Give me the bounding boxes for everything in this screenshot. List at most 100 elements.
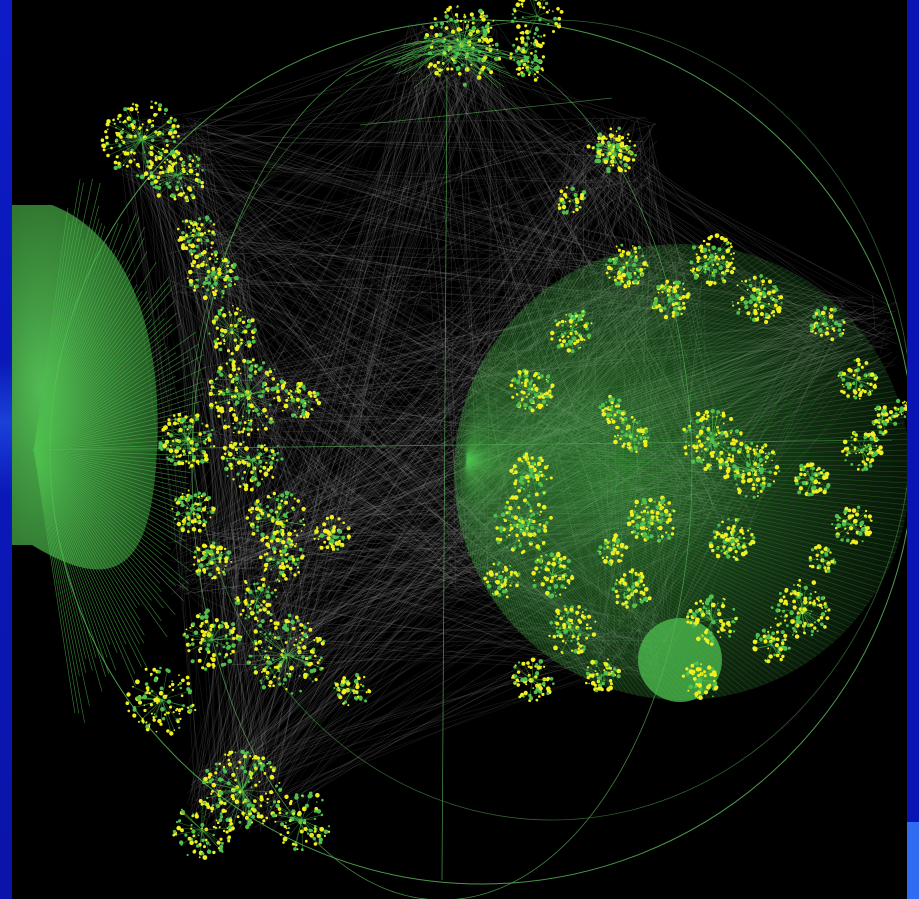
graph-node [256,513,260,518]
graph-edge [179,137,244,391]
graph-node [193,563,196,566]
graph-node [299,819,302,822]
graph-node [275,458,279,462]
graph-node [204,442,207,445]
graph-node [315,398,319,402]
visualization-canvas[interactable] [12,0,907,899]
graph-node [248,343,252,347]
graph-node [228,283,232,287]
graph-node [162,443,168,449]
graph-node [228,750,233,755]
graph-node [191,703,195,707]
graph-node [229,313,233,317]
graph-node [434,23,439,27]
graph-node [309,661,313,666]
graph-node [180,694,184,697]
graph-node [231,649,235,654]
graph-edge [246,162,655,526]
graph-node [565,186,569,189]
graph-node [247,606,250,608]
graph-node [190,823,193,827]
graph-node [196,225,198,228]
graph-node [628,285,631,288]
graph-node [266,656,270,660]
graph-node [194,708,197,712]
graph-node [210,389,213,392]
graph-node [200,223,204,227]
graph-edge [266,376,277,494]
graph-node [578,206,581,209]
graph-node [198,267,201,269]
graph-node [536,1,542,6]
graph-node [237,367,241,371]
graph-node [285,564,290,568]
hyperbolic-graph-view[interactable] [12,0,907,899]
graph-node [213,297,216,300]
graph-node [212,664,216,668]
graph-node [631,158,636,162]
graph-edge [225,518,316,766]
graph-node [561,200,566,205]
graph-node [284,577,288,581]
graph-node [250,511,253,514]
graph-node [248,521,251,524]
graph-node [293,573,297,577]
graph-edge [214,68,471,269]
graph-node [488,38,491,41]
graph-node [207,512,209,514]
graph-node [138,165,141,168]
graph-node [265,461,268,464]
graph-node [265,670,270,675]
graph-node [271,534,275,538]
graph-node [267,603,272,607]
graph-node [211,653,216,658]
graph-node [230,445,235,450]
graph-node [214,618,219,623]
graph-edge [283,66,487,547]
graph-node [167,457,171,461]
graph-node [196,547,201,552]
graph-node [205,424,209,428]
graph-node [297,570,301,574]
graph-node [223,572,226,576]
graph-node [342,702,345,705]
graph-node [537,59,542,64]
graph-node [218,652,222,656]
graph-node [272,684,275,687]
graph-node [621,136,624,139]
graph-node [199,232,204,237]
graph-node [316,526,318,528]
graph-edge [272,151,580,513]
graph-node [171,135,175,139]
graph-node [179,418,184,423]
graph-node [319,826,325,832]
graph-node [205,802,210,807]
graph-edge [198,539,308,785]
graph-node [197,559,201,563]
graph-node [197,834,200,837]
graph-node [158,103,163,108]
graph-edge [195,290,247,541]
graph-node [126,164,129,168]
graph-edge [174,132,271,798]
graph-node [266,797,269,801]
graph-node [538,43,543,49]
graph-node [286,552,289,556]
graph-node [220,455,225,460]
graph-node [338,530,342,534]
graph-node [265,542,270,547]
graph-node [141,123,144,126]
graph-node [314,654,317,658]
graph-node [245,516,249,520]
graph-node [129,106,134,112]
graph-node [157,718,162,724]
graph-node [191,638,194,641]
graph-node [258,459,263,464]
graph-node [352,689,356,693]
graph-node [613,278,617,282]
graph-node [230,264,233,267]
graph-node [275,784,278,788]
graph-edge [201,563,531,791]
graph-node [637,245,641,250]
graph-edge [278,131,651,512]
